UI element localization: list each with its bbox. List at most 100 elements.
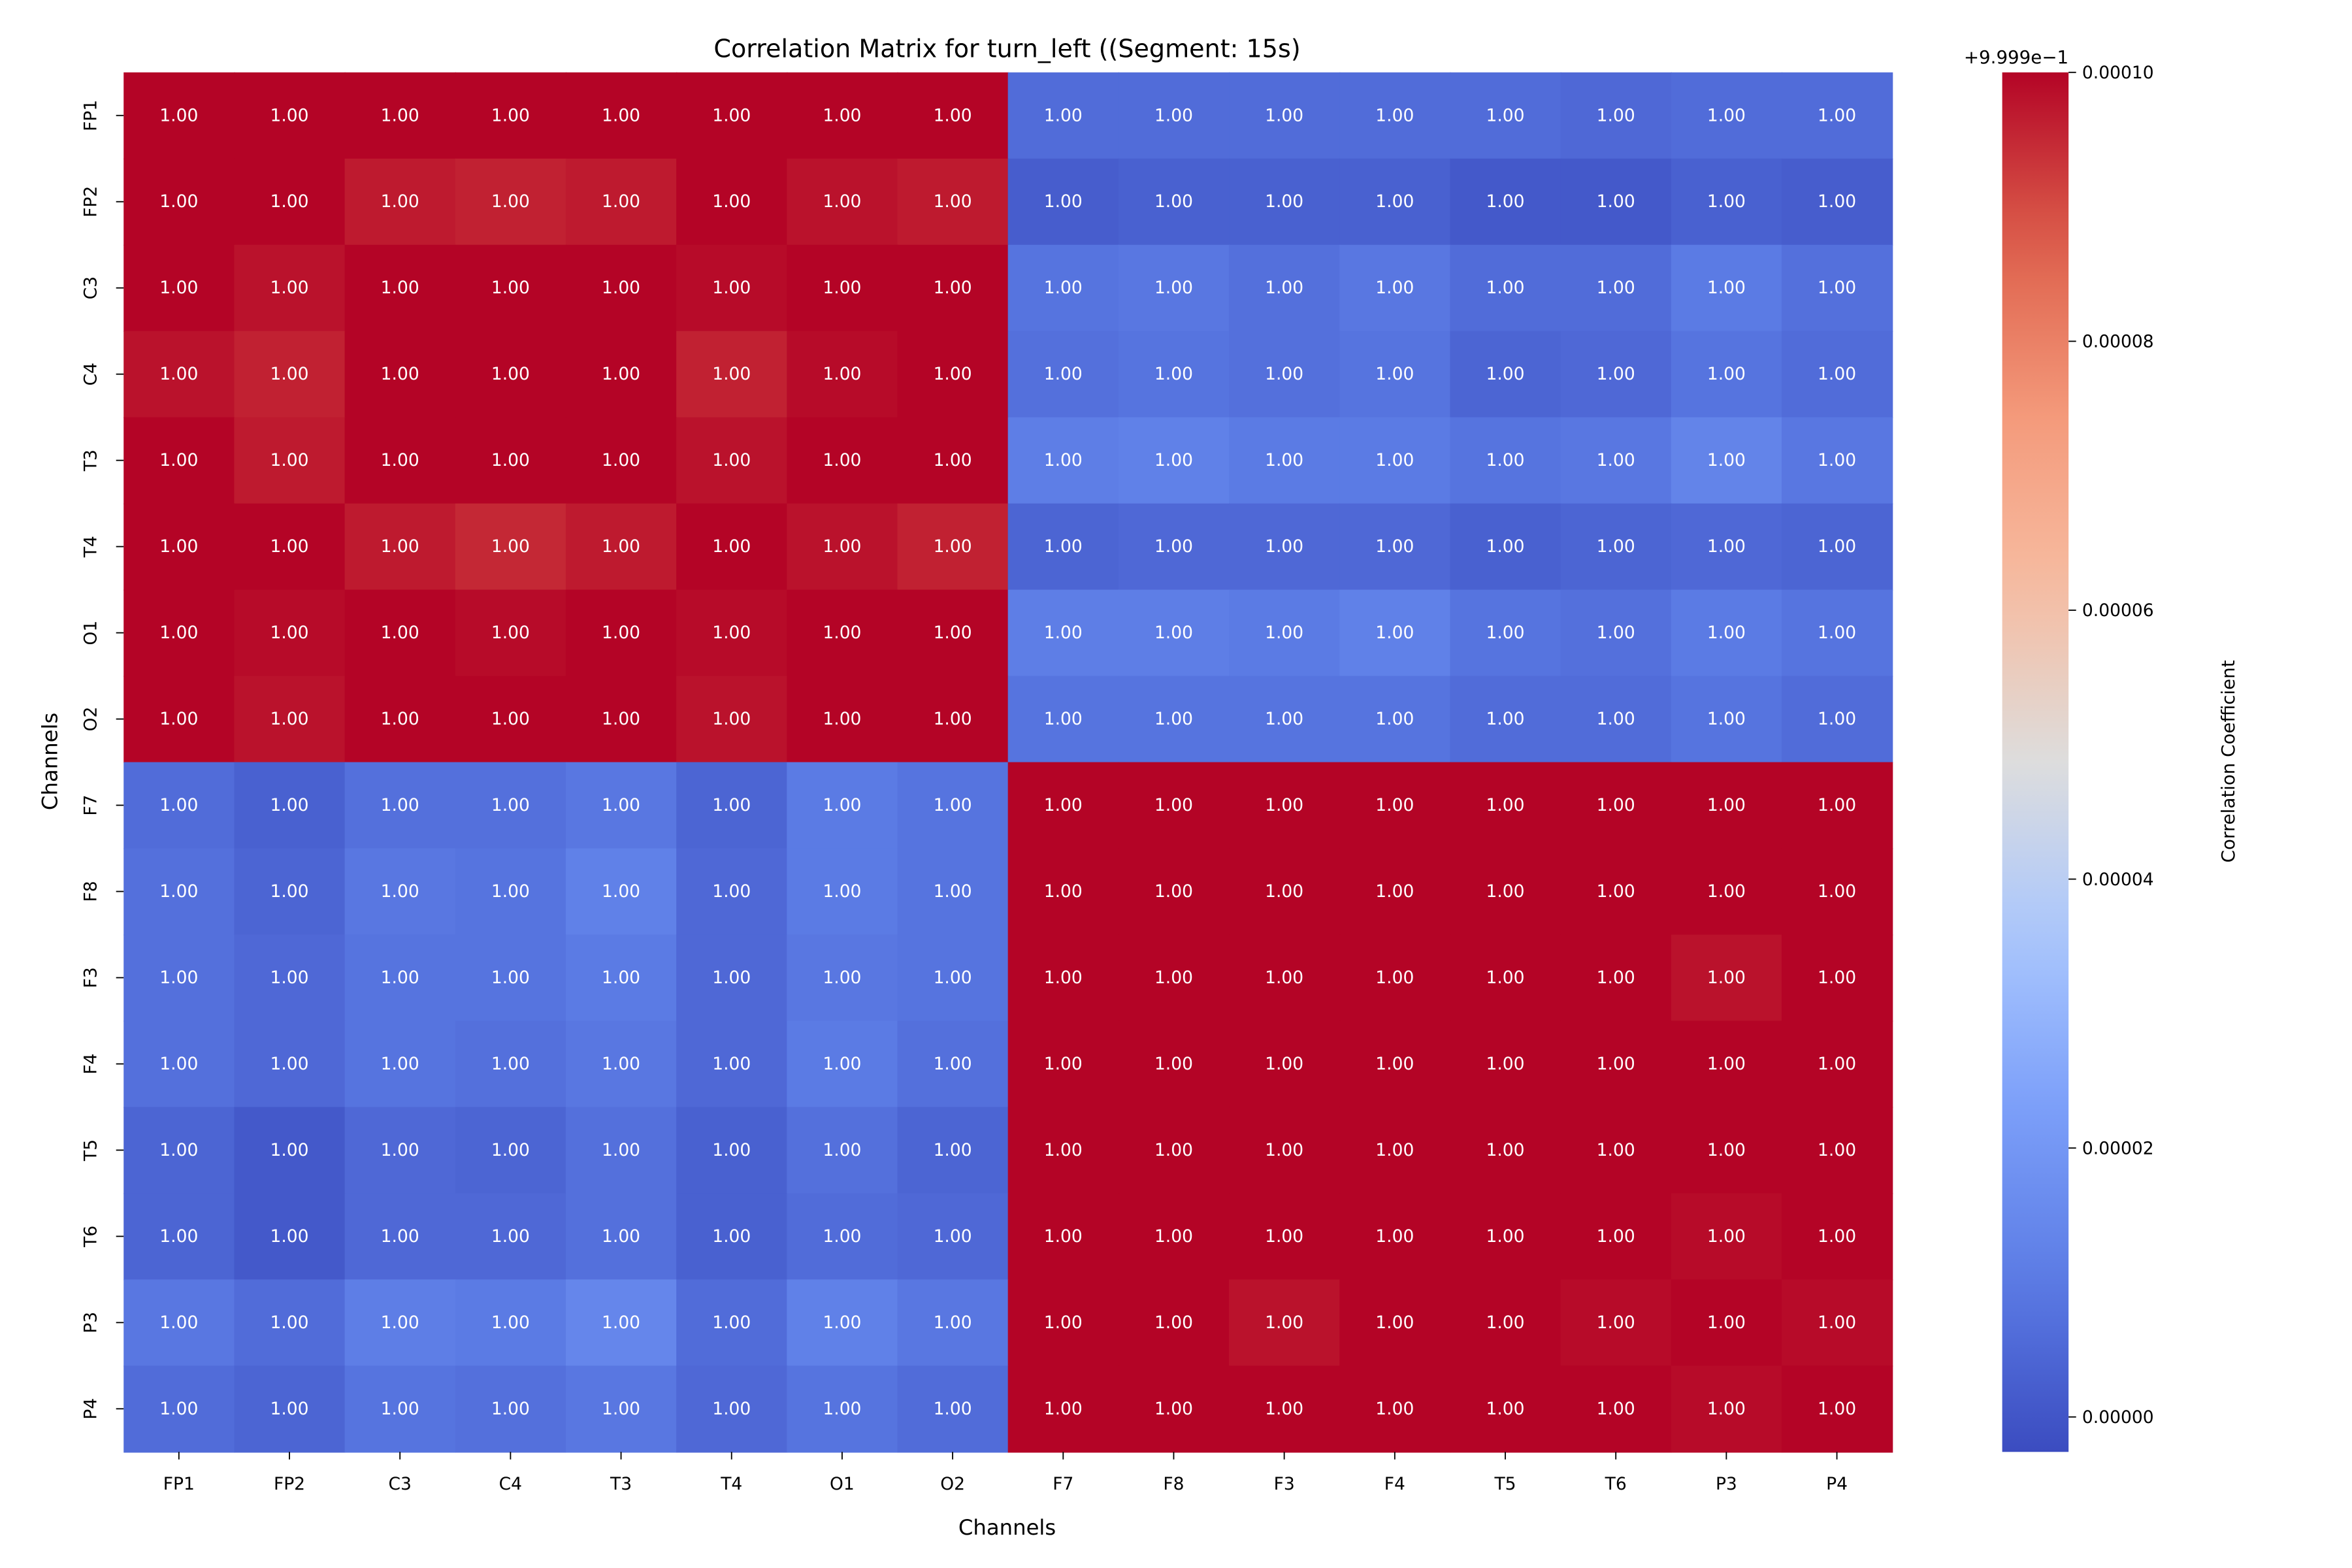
colorbar-tick-label: 0.00006 <box>2082 600 2154 621</box>
heatmap-cell <box>1007 1107 1120 1194</box>
heatmap-cell <box>787 158 898 246</box>
cell-annotation: 1.00 <box>934 536 972 557</box>
heatmap-cell <box>897 1193 1009 1281</box>
heatmap-cell <box>1781 158 1893 246</box>
heatmap-cell <box>234 1279 346 1367</box>
heatmap-cell <box>1118 676 1230 763</box>
heatmap-cell <box>676 331 788 418</box>
heatmap-cell <box>234 244 346 332</box>
heatmap-cell <box>787 244 898 332</box>
heatmap-cell <box>344 762 456 849</box>
cell-annotation: 1.00 <box>934 450 972 470</box>
heatmap-cell <box>787 1365 898 1453</box>
heatmap-cell <box>1671 1021 1783 1108</box>
cell-annotation: 1.00 <box>1265 623 1303 643</box>
heatmap-cell <box>676 762 788 849</box>
cell-annotation: 1.00 <box>491 795 530 815</box>
cell-annotation: 1.00 <box>602 191 640 212</box>
y-tick-label: T4 <box>81 536 101 558</box>
heatmap-cell <box>565 934 678 1022</box>
cell-annotation: 1.00 <box>1707 1313 1746 1333</box>
x-axis-label: Channels <box>958 1515 1056 1540</box>
heatmap-cell <box>565 1107 678 1194</box>
heatmap-cell <box>344 1365 456 1453</box>
heatmap-cell <box>123 158 235 246</box>
heatmap-cell <box>1560 503 1672 591</box>
cell-annotation: 1.00 <box>1707 364 1746 384</box>
cell-annotation: 1.00 <box>1044 536 1083 557</box>
cell-annotation: 1.00 <box>491 709 530 729</box>
cell-annotation: 1.00 <box>381 968 419 988</box>
colorbar-tick-label: 0.00010 <box>2082 63 2154 83</box>
heatmap-cell <box>1118 1365 1230 1453</box>
cell-annotation: 1.00 <box>1265 1399 1303 1419</box>
heatmap-cell <box>1007 158 1120 246</box>
cell-annotation: 1.00 <box>1707 795 1746 815</box>
cell-annotation: 1.00 <box>159 1054 198 1074</box>
cell-annotation: 1.00 <box>712 1313 751 1333</box>
heatmap-cell <box>1339 848 1451 936</box>
heatmap-cell <box>344 848 456 936</box>
cell-annotation: 1.00 <box>712 278 751 298</box>
x-tick-label: P4 <box>1826 1474 1848 1494</box>
cell-annotation: 1.00 <box>1044 1140 1083 1160</box>
cell-annotation: 1.00 <box>1486 278 1524 298</box>
heatmap-cell <box>455 72 567 159</box>
heatmap-cell <box>1781 1365 1893 1453</box>
cell-annotation: 1.00 <box>602 105 640 125</box>
heatmap-cell <box>787 417 898 504</box>
cell-annotation: 1.00 <box>1818 191 1856 212</box>
heatmap-cell <box>787 676 898 763</box>
heatmap-cell <box>1229 762 1341 849</box>
x-tick-label: T6 <box>1605 1474 1627 1494</box>
cell-annotation: 1.00 <box>159 623 198 643</box>
heatmap-cell <box>565 1279 678 1367</box>
heatmap-cell <box>1007 934 1120 1022</box>
cell-annotation: 1.00 <box>1375 623 1414 643</box>
heatmap-cell <box>123 1279 235 1367</box>
heatmap-cell <box>1450 1021 1561 1108</box>
cell-annotation: 1.00 <box>1154 191 1193 212</box>
heatmap-cell <box>344 331 456 418</box>
cell-annotation: 1.00 <box>270 364 308 384</box>
cell-annotation: 1.00 <box>712 536 751 557</box>
cell-annotation: 1.00 <box>270 191 308 212</box>
colorbar-tick-label: 0.00002 <box>2082 1138 2154 1158</box>
heatmap-cell <box>1007 417 1120 504</box>
heatmap-cell <box>787 331 898 418</box>
cell-annotation: 1.00 <box>1486 1140 1524 1160</box>
cell-annotation: 1.00 <box>823 536 861 557</box>
heatmap-cell <box>123 244 235 332</box>
heatmap-cell <box>897 1365 1009 1453</box>
cell-annotation: 1.00 <box>712 1140 751 1160</box>
cell-annotation: 1.00 <box>1154 536 1193 557</box>
heatmap-cell <box>1229 1193 1341 1281</box>
cell-annotation: 1.00 <box>491 1140 530 1160</box>
cell-annotation: 1.00 <box>1597 278 1635 298</box>
heatmap-cell <box>1450 1193 1561 1281</box>
heatmap-cell <box>676 676 788 763</box>
heatmap-cell <box>1560 331 1672 418</box>
heatmap-cell <box>1007 244 1120 332</box>
heatmap-cell <box>1229 848 1341 936</box>
heatmap-cell <box>344 417 456 504</box>
heatmap-cell <box>676 1193 788 1281</box>
cell-annotation: 1.00 <box>712 364 751 384</box>
heatmap-cell <box>1781 1021 1893 1108</box>
heatmap-cell <box>565 503 678 591</box>
cell-annotation: 1.00 <box>159 278 198 298</box>
cell-annotation: 1.00 <box>1486 1054 1524 1074</box>
cell-annotation: 1.00 <box>491 1399 530 1419</box>
heatmap-cell <box>897 158 1009 246</box>
cell-annotation: 1.00 <box>159 1226 198 1247</box>
heatmap-cell <box>123 848 235 936</box>
heatmap-cell <box>1781 1193 1893 1281</box>
heatmap-cell <box>565 1365 678 1453</box>
cell-annotation: 1.00 <box>1707 1226 1746 1247</box>
cell-annotation: 1.00 <box>381 278 419 298</box>
colorbar-label: Correlation Coefficient <box>2217 660 2239 862</box>
y-tick-label: P3 <box>81 1312 101 1333</box>
heatmap-cell <box>565 72 678 159</box>
heatmap-cell <box>123 589 235 677</box>
cell-annotation: 1.00 <box>159 105 198 125</box>
